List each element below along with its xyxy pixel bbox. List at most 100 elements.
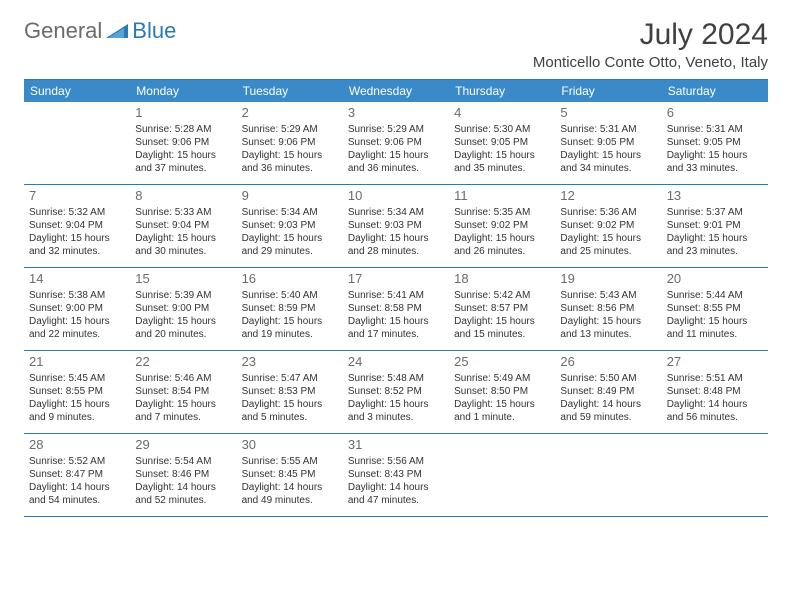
day-number: 31: [348, 437, 444, 454]
sunrise-line: Sunrise: 5:50 AM: [560, 372, 656, 385]
day-cell: 24Sunrise: 5:48 AMSunset: 8:52 PMDayligh…: [343, 351, 449, 433]
week-row: 21Sunrise: 5:45 AMSunset: 8:55 PMDayligh…: [24, 351, 768, 434]
day-cell: 30Sunrise: 5:55 AMSunset: 8:45 PMDayligh…: [237, 434, 343, 516]
day-cell: 29Sunrise: 5:54 AMSunset: 8:46 PMDayligh…: [130, 434, 236, 516]
day-cell-empty: [662, 434, 768, 516]
daylight-line: Daylight: 15 hours and 1 minute.: [454, 398, 550, 424]
title-block: July 2024 Monticello Conte Otto, Veneto,…: [533, 18, 768, 71]
sunrise-line: Sunrise: 5:42 AM: [454, 289, 550, 302]
day-number: 23: [242, 354, 338, 371]
sunset-line: Sunset: 9:05 PM: [560, 136, 656, 149]
daylight-line: Daylight: 15 hours and 29 minutes.: [242, 232, 338, 258]
sunrise-line: Sunrise: 5:32 AM: [29, 206, 125, 219]
daylight-line: Daylight: 15 hours and 15 minutes.: [454, 315, 550, 341]
sunset-line: Sunset: 9:00 PM: [29, 302, 125, 315]
weekday-header-cell: Wednesday: [343, 80, 449, 102]
page-header: General Blue July 2024 Monticello Conte …: [24, 18, 768, 71]
day-number: 3: [348, 105, 444, 122]
daylight-line: Daylight: 14 hours and 47 minutes.: [348, 481, 444, 507]
sunset-line: Sunset: 9:04 PM: [135, 219, 231, 232]
daylight-line: Daylight: 15 hours and 28 minutes.: [348, 232, 444, 258]
day-number: 18: [454, 271, 550, 288]
daylight-line: Daylight: 14 hours and 54 minutes.: [29, 481, 125, 507]
sunrise-line: Sunrise: 5:29 AM: [242, 123, 338, 136]
day-number: 14: [29, 271, 125, 288]
week-row: 28Sunrise: 5:52 AMSunset: 8:47 PMDayligh…: [24, 434, 768, 517]
day-number: 4: [454, 105, 550, 122]
daylight-line: Daylight: 15 hours and 36 minutes.: [348, 149, 444, 175]
logo: General Blue: [24, 18, 176, 44]
day-cell: 6Sunrise: 5:31 AMSunset: 9:05 PMDaylight…: [662, 102, 768, 184]
sunrise-line: Sunrise: 5:31 AM: [560, 123, 656, 136]
weekday-header-cell: Friday: [555, 80, 661, 102]
daylight-line: Daylight: 15 hours and 13 minutes.: [560, 315, 656, 341]
sunrise-line: Sunrise: 5:33 AM: [135, 206, 231, 219]
sunset-line: Sunset: 9:00 PM: [135, 302, 231, 315]
day-number: 19: [560, 271, 656, 288]
sunset-line: Sunset: 9:05 PM: [454, 136, 550, 149]
sunset-line: Sunset: 9:04 PM: [29, 219, 125, 232]
sunset-line: Sunset: 8:59 PM: [242, 302, 338, 315]
day-cell: 16Sunrise: 5:40 AMSunset: 8:59 PMDayligh…: [237, 268, 343, 350]
sunrise-line: Sunrise: 5:34 AM: [242, 206, 338, 219]
daylight-line: Daylight: 15 hours and 26 minutes.: [454, 232, 550, 258]
logo-text-2: Blue: [132, 18, 176, 44]
sunset-line: Sunset: 9:02 PM: [560, 219, 656, 232]
sunrise-line: Sunrise: 5:56 AM: [348, 455, 444, 468]
daylight-line: Daylight: 15 hours and 11 minutes.: [667, 315, 763, 341]
sunset-line: Sunset: 8:50 PM: [454, 385, 550, 398]
day-cell: 7Sunrise: 5:32 AMSunset: 9:04 PMDaylight…: [24, 185, 130, 267]
sunrise-line: Sunrise: 5:36 AM: [560, 206, 656, 219]
daylight-line: Daylight: 15 hours and 20 minutes.: [135, 315, 231, 341]
day-number: 24: [348, 354, 444, 371]
sunset-line: Sunset: 8:47 PM: [29, 468, 125, 481]
sunrise-line: Sunrise: 5:44 AM: [667, 289, 763, 302]
day-cell: 9Sunrise: 5:34 AMSunset: 9:03 PMDaylight…: [237, 185, 343, 267]
daylight-line: Daylight: 15 hours and 25 minutes.: [560, 232, 656, 258]
sunrise-line: Sunrise: 5:40 AM: [242, 289, 338, 302]
sunset-line: Sunset: 8:49 PM: [560, 385, 656, 398]
daylight-line: Daylight: 15 hours and 5 minutes.: [242, 398, 338, 424]
sunset-line: Sunset: 9:01 PM: [667, 219, 763, 232]
day-cell: 12Sunrise: 5:36 AMSunset: 9:02 PMDayligh…: [555, 185, 661, 267]
day-number: 10: [348, 188, 444, 205]
daylight-line: Daylight: 15 hours and 3 minutes.: [348, 398, 444, 424]
sunrise-line: Sunrise: 5:28 AM: [135, 123, 231, 136]
day-cell: 20Sunrise: 5:44 AMSunset: 8:55 PMDayligh…: [662, 268, 768, 350]
day-number: 21: [29, 354, 125, 371]
daylight-line: Daylight: 14 hours and 59 minutes.: [560, 398, 656, 424]
daylight-line: Daylight: 15 hours and 34 minutes.: [560, 149, 656, 175]
day-cell: 17Sunrise: 5:41 AMSunset: 8:58 PMDayligh…: [343, 268, 449, 350]
day-cell: 3Sunrise: 5:29 AMSunset: 9:06 PMDaylight…: [343, 102, 449, 184]
day-cell: 27Sunrise: 5:51 AMSunset: 8:48 PMDayligh…: [662, 351, 768, 433]
weekday-header-cell: Monday: [130, 80, 236, 102]
daylight-line: Daylight: 15 hours and 36 minutes.: [242, 149, 338, 175]
daylight-line: Daylight: 15 hours and 22 minutes.: [29, 315, 125, 341]
daylight-line: Daylight: 15 hours and 19 minutes.: [242, 315, 338, 341]
day-cell: 11Sunrise: 5:35 AMSunset: 9:02 PMDayligh…: [449, 185, 555, 267]
sunset-line: Sunset: 8:58 PM: [348, 302, 444, 315]
day-number: 27: [667, 354, 763, 371]
sunrise-line: Sunrise: 5:35 AM: [454, 206, 550, 219]
day-cell-empty: [24, 102, 130, 184]
sunrise-line: Sunrise: 5:55 AM: [242, 455, 338, 468]
day-cell: 8Sunrise: 5:33 AMSunset: 9:04 PMDaylight…: [130, 185, 236, 267]
weekday-header-cell: Saturday: [662, 80, 768, 102]
daylight-line: Daylight: 15 hours and 9 minutes.: [29, 398, 125, 424]
sunset-line: Sunset: 9:06 PM: [242, 136, 338, 149]
day-number: 1: [135, 105, 231, 122]
sunrise-line: Sunrise: 5:34 AM: [348, 206, 444, 219]
day-number: 2: [242, 105, 338, 122]
day-number: 12: [560, 188, 656, 205]
sunrise-line: Sunrise: 5:29 AM: [348, 123, 444, 136]
day-number: 5: [560, 105, 656, 122]
day-number: 25: [454, 354, 550, 371]
sunset-line: Sunset: 8:45 PM: [242, 468, 338, 481]
week-row: 1Sunrise: 5:28 AMSunset: 9:06 PMDaylight…: [24, 102, 768, 185]
logo-triangle-icon: [106, 18, 128, 44]
day-cell: 14Sunrise: 5:38 AMSunset: 9:00 PMDayligh…: [24, 268, 130, 350]
day-cell: 4Sunrise: 5:30 AMSunset: 9:05 PMDaylight…: [449, 102, 555, 184]
day-number: 22: [135, 354, 231, 371]
day-cell: 1Sunrise: 5:28 AMSunset: 9:06 PMDaylight…: [130, 102, 236, 184]
day-number: 20: [667, 271, 763, 288]
